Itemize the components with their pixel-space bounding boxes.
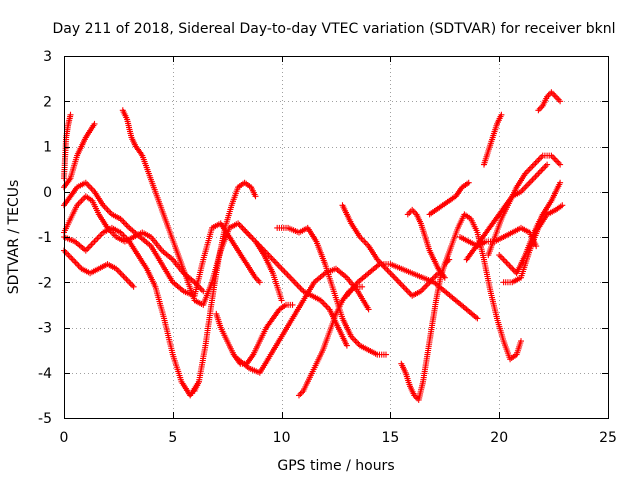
tick-layer [64,56,609,419]
series-arc-12 [274,224,389,358]
series-arc-4 [61,193,207,295]
plus-markers [441,211,524,363]
y-tick-label: -5 [38,411,52,427]
plus-markers [535,89,564,114]
series-arc-21 [463,161,551,263]
x-tick-label: 20 [490,430,508,446]
plus-markers [191,179,259,394]
series-arc-11 [235,265,372,376]
plus-markers [339,202,442,299]
plus-markers [485,152,564,259]
series-arc-7 [119,107,285,308]
series-arc-19 [441,211,524,363]
plus-markers [496,179,564,277]
y-tick-label: 1 [43,140,52,156]
plus-markers [61,111,74,182]
series-arc-1 [61,111,74,182]
series-arc-26 [535,89,564,114]
plus-markers [61,247,137,290]
x-tick-label: 5 [168,430,177,446]
series-arc-8 [191,179,259,394]
y-tick-label: -1 [38,230,52,246]
series-arc-24 [496,179,564,277]
y-tick-label: 2 [43,94,52,110]
series-arc-22 [481,111,505,168]
plus-markers [481,111,505,168]
series-arc-14 [339,202,442,299]
plus-markers [426,179,472,218]
series-arc-17 [404,206,448,281]
y-tick-label: -2 [38,275,52,291]
plus-markers [235,265,372,376]
x-tick-label: 0 [60,430,69,446]
plus-markers [343,261,481,322]
y-tick-label: 0 [43,185,52,201]
plus-markers [500,202,566,286]
series-arc-5 [61,224,202,399]
plus-markers [404,206,448,281]
y-tick-label: 3 [43,49,52,65]
series-arc-23 [485,152,564,259]
x-tick-label: 10 [273,430,291,446]
y-tick-label: -3 [38,321,52,337]
x-tick-labels: 0 5 10 15 20 25 [60,430,617,446]
plus-markers [239,224,350,349]
plus-markers [463,161,551,263]
marks-layer [61,89,566,403]
x-axis-label: GPS time / hours [277,458,394,474]
y-tick-label: -4 [38,366,52,382]
series-arc-10 [239,224,350,349]
series-arc-18 [426,179,472,218]
series-arc-9 [213,301,296,367]
plus-markers [61,224,202,399]
series-arc-15 [343,261,481,322]
series-arc-25 [500,202,566,286]
x-tick-label: 15 [381,430,399,446]
plus-markers [274,224,389,358]
x-tick-label: 25 [599,430,617,446]
plus-markers [61,193,207,295]
plus-markers [213,301,296,367]
plus-markers [119,107,285,308]
series-arc-6 [61,247,137,290]
chart-title: Day 211 of 2018, Sidereal Day-to-day VTE… [53,21,616,37]
y-tick-labels: -5 -4 -3 -2 -1 0 1 2 3 [38,49,52,427]
y-axis-label: SDTVAR / TECUs [6,180,22,295]
